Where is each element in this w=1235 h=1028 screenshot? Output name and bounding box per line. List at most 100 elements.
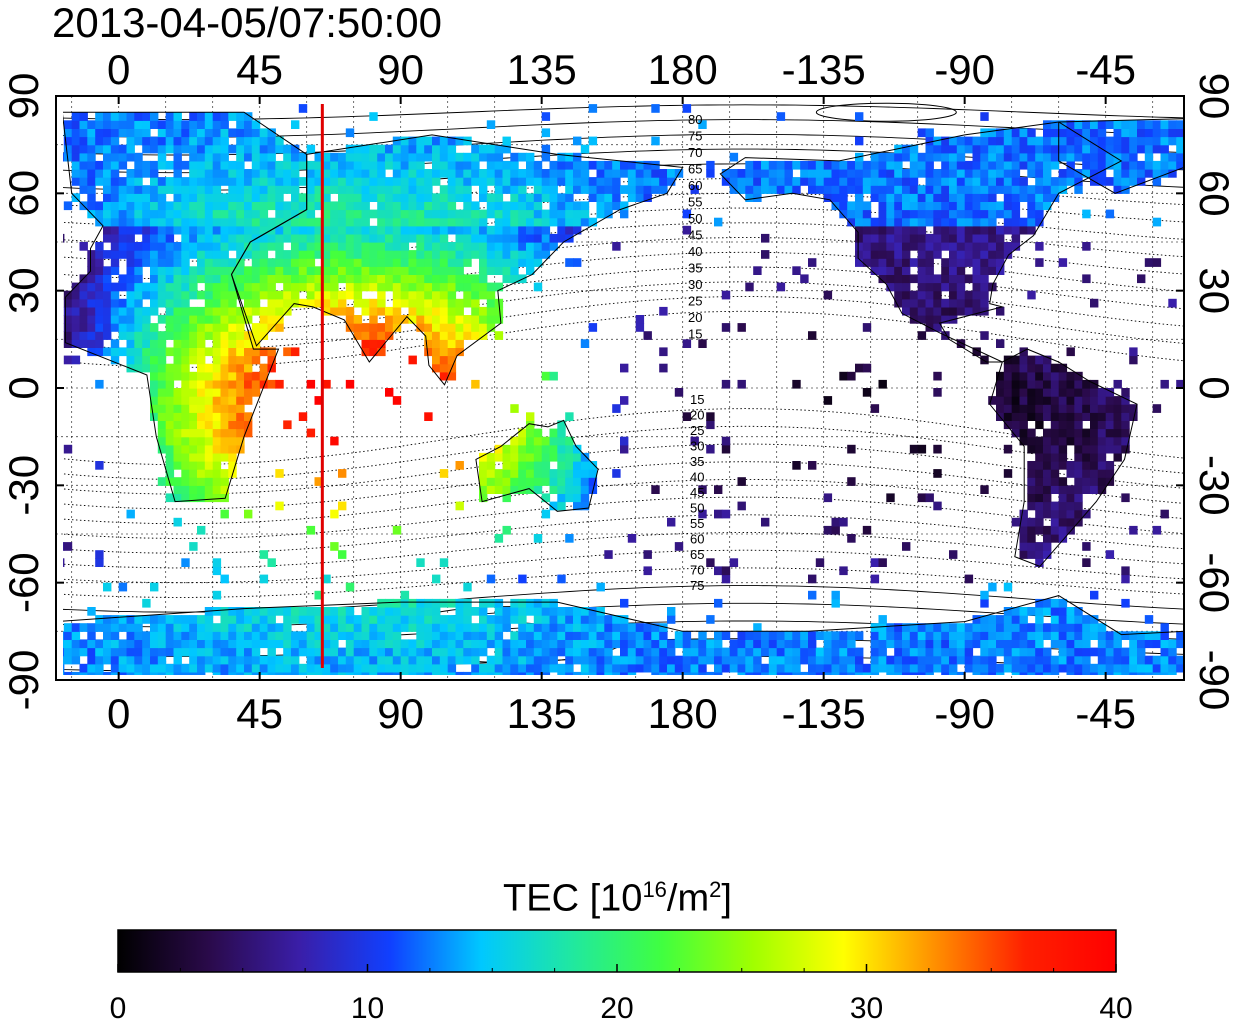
- tec-cell: [165, 663, 175, 673]
- tec-cell: [369, 639, 378, 649]
- tec-cell: [643, 566, 652, 576]
- tec-cell: [400, 647, 410, 657]
- tec-cell: [432, 663, 441, 673]
- tec-cell: [1019, 152, 1028, 162]
- tec-cell: [197, 136, 206, 146]
- tec-cell: [1011, 355, 1021, 365]
- tec-cell: [463, 225, 472, 235]
- tec-cell: [1129, 663, 1138, 673]
- tec-cell: [894, 177, 903, 186]
- top-axis-label: 0: [107, 46, 130, 93]
- tec-cell: [424, 193, 433, 202]
- tec-cell: [847, 655, 856, 665]
- tec-cell: [1097, 120, 1107, 129]
- tec-cell: [721, 436, 731, 446]
- tec-cell: [573, 485, 582, 494]
- tec-cell: [330, 250, 339, 259]
- tec-cell: [557, 631, 566, 640]
- tec-cell: [259, 550, 269, 559]
- tec-cell: [369, 663, 378, 673]
- tec-cell: [165, 258, 175, 267]
- tec-cell: [236, 266, 245, 275]
- tec-cell: [745, 663, 754, 673]
- tec-cell: [165, 388, 175, 397]
- contour-label: 25: [688, 294, 702, 309]
- tec-cell: [839, 160, 848, 170]
- tec-cell: [917, 444, 927, 454]
- tec-cell: [322, 663, 331, 673]
- tec-cell: [165, 209, 175, 219]
- tec-cell: [471, 298, 480, 308]
- tec-cell: [964, 250, 974, 259]
- bottom-axis-label: -90: [934, 690, 995, 737]
- tec-cell: [1050, 436, 1060, 446]
- tec-cell: [283, 631, 292, 640]
- tec-cell: [1050, 623, 1060, 632]
- tec-cell: [1090, 477, 1099, 486]
- tec-cell: [541, 655, 551, 665]
- tec-cell: [549, 598, 558, 608]
- tec-cell: [1003, 201, 1013, 211]
- tec-cell: [1160, 663, 1169, 673]
- tec-cell: [471, 623, 480, 632]
- tec-cell: [71, 631, 81, 640]
- tec-cell: [667, 639, 676, 649]
- tec-cell: [95, 177, 104, 186]
- tec-cell: [949, 298, 958, 308]
- tec-cell: [580, 607, 590, 616]
- tec-cell: [220, 193, 229, 202]
- tec-cell: [126, 509, 135, 519]
- tec-cell: [909, 639, 919, 649]
- tec-cell: [338, 242, 347, 251]
- tec-cell: [189, 412, 198, 421]
- tec-cell: [212, 144, 222, 154]
- tec-cell: [902, 298, 911, 308]
- tec-cell: [283, 266, 292, 275]
- tec-cell: [933, 639, 942, 649]
- tec-cell: [157, 663, 167, 673]
- contour-label: 75: [688, 129, 702, 144]
- tec-cell: [416, 144, 425, 154]
- tec-cell: [1082, 558, 1091, 567]
- tec-cell: [291, 639, 300, 649]
- tec-cell: [620, 396, 629, 405]
- tec-cell: [565, 169, 574, 178]
- tec-cell: [980, 623, 989, 632]
- tec-cell: [557, 444, 566, 454]
- tec-cell: [432, 298, 441, 308]
- tec-cell: [353, 225, 363, 235]
- tec-cell: [392, 615, 402, 624]
- tec-cell: [526, 428, 535, 438]
- tec-cell: [361, 306, 370, 316]
- tec-cell: [173, 331, 182, 340]
- tec-cell: [588, 647, 598, 657]
- tec-cell: [510, 177, 519, 186]
- tec-cell: [1019, 177, 1028, 186]
- tec-cell: [1113, 412, 1122, 421]
- tec-cell: [980, 282, 989, 292]
- tec-cell: [369, 615, 378, 624]
- tec-cell: [510, 225, 519, 235]
- tec-cell: [1050, 379, 1060, 389]
- tec-cell: [447, 631, 457, 640]
- tec-cell: [204, 452, 214, 462]
- tec-cell: [627, 639, 637, 649]
- tec-cell: [855, 663, 864, 673]
- tec-cell: [714, 671, 723, 675]
- tec-cell: [439, 274, 449, 284]
- tec-cell: [338, 193, 347, 202]
- tec-cell: [776, 655, 786, 665]
- tec-cell: [902, 655, 911, 665]
- tec-cell: [690, 671, 699, 675]
- tec-cell: [580, 485, 590, 494]
- tec-cell: [197, 266, 206, 275]
- tec-cell: [784, 177, 793, 186]
- tec-cell: [236, 615, 245, 624]
- tec-cell: [1074, 152, 1083, 162]
- tec-cell: [110, 339, 120, 348]
- tec-cell: [894, 258, 903, 267]
- tec-cell: [1105, 152, 1115, 162]
- tec-cell: [385, 331, 394, 340]
- tec-cell: [980, 655, 989, 665]
- tec-cell: [212, 258, 222, 267]
